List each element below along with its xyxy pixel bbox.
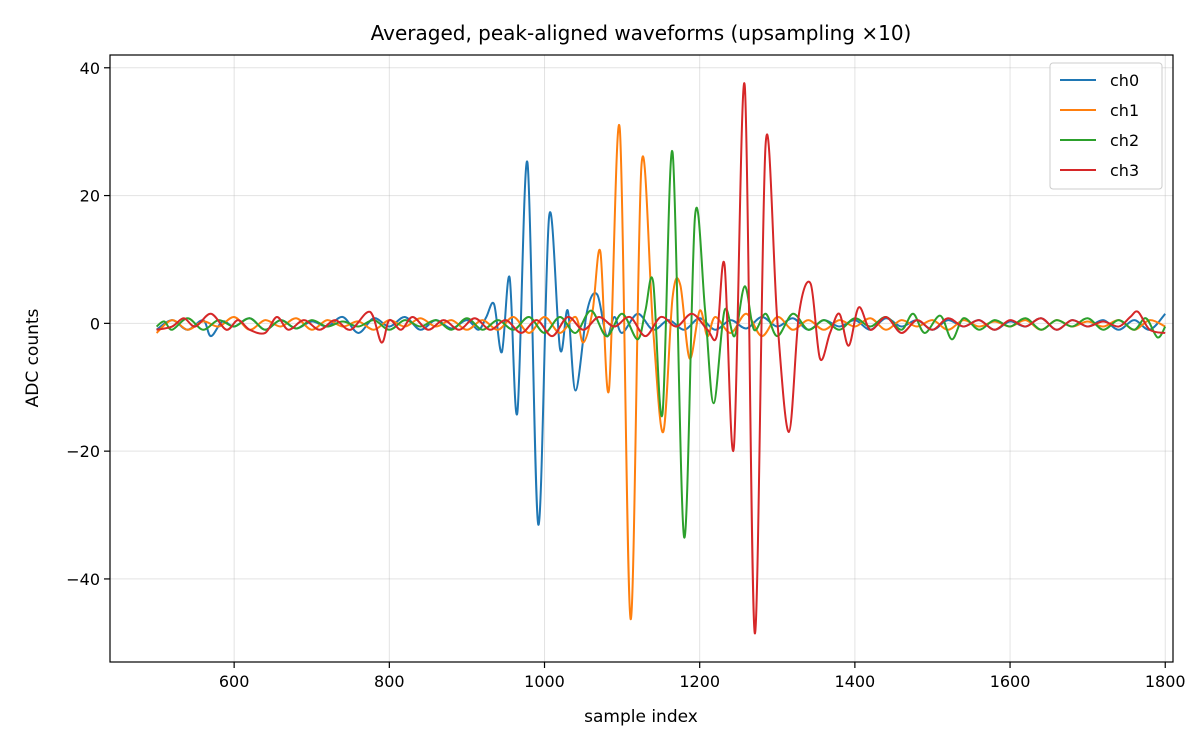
x-axis-ticks: 600 800 1000 1200 1400 1600 1800 — [219, 662, 1186, 691]
x-tick-label: 1200 — [679, 672, 720, 691]
y-axis-ticks: −40 −20 0 20 40 — [66, 59, 110, 589]
legend-label-ch0: ch0 — [1110, 71, 1139, 90]
y-tick-label: −20 — [66, 442, 100, 461]
x-tick-label: 1600 — [990, 672, 1031, 691]
chart-title: Averaged, peak-aligned waveforms (upsamp… — [371, 21, 912, 45]
legend-label-ch3: ch3 — [1110, 161, 1139, 180]
x-axis-label: sample index — [584, 707, 698, 727]
y-axis-label: ADC counts — [23, 308, 43, 407]
series-line-ch2 — [155, 150, 1167, 539]
plot-area — [155, 82, 1167, 635]
grid-lines — [110, 55, 1173, 662]
series-line-ch3 — [156, 82, 1166, 635]
y-tick-label: 0 — [90, 314, 100, 333]
axes-frame — [109, 54, 1174, 663]
y-tick-label: 20 — [80, 187, 100, 206]
y-tick-label: 40 — [80, 59, 100, 78]
legend-label-ch2: ch2 — [1110, 131, 1139, 150]
y-tick-label: −40 — [66, 570, 100, 589]
x-tick-label: 1800 — [1145, 672, 1186, 691]
legend: ch0 ch1 ch2 ch3 — [1049, 62, 1163, 190]
x-tick-label: 1000 — [524, 672, 565, 691]
x-tick-label: 600 — [219, 672, 250, 691]
legend-box — [1049, 62, 1163, 190]
x-tick-label: 800 — [374, 672, 405, 691]
x-tick-label: 1400 — [835, 672, 876, 691]
legend-label-ch1: ch1 — [1110, 101, 1139, 120]
